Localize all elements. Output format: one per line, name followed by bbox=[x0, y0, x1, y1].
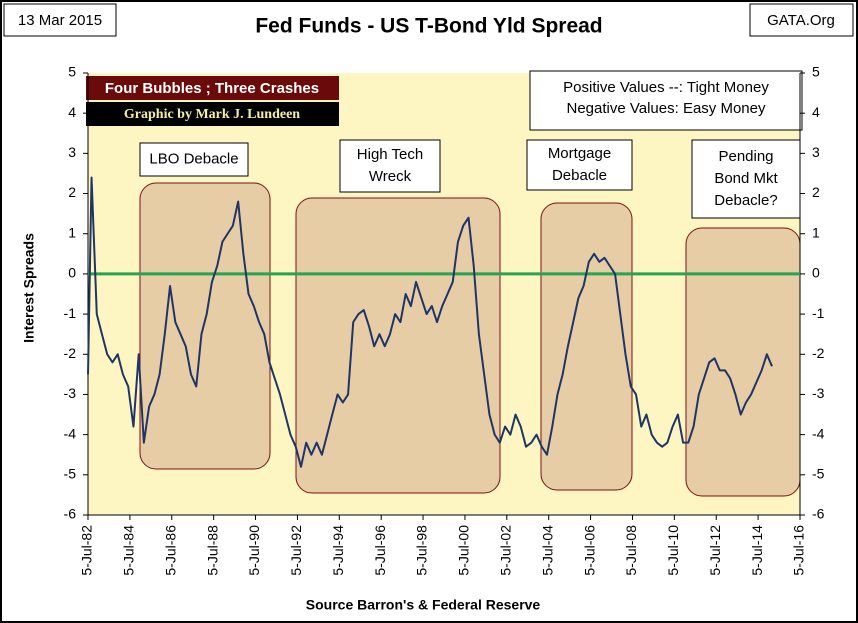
site-box bbox=[749, 3, 854, 37]
y2-tick-label: 4 bbox=[812, 104, 820, 120]
y2-tick-label: -2 bbox=[812, 345, 825, 361]
annotation-box bbox=[526, 139, 633, 191]
y2-tick-label: 2 bbox=[812, 184, 820, 200]
y2-tick-label: -5 bbox=[812, 466, 825, 482]
x-tick-label: 5-Jul-10 bbox=[665, 525, 681, 576]
annotation: High Tech bbox=[357, 146, 423, 163]
x-tick-label: 5-Jul-84 bbox=[121, 525, 137, 576]
y-tick-label: 0 bbox=[68, 265, 76, 281]
annotation-box bbox=[691, 139, 801, 219]
x-axis-label: Source Barron's & Federal Reserve bbox=[306, 597, 541, 613]
y-tick-label: -6 bbox=[64, 506, 77, 522]
note-line: Positive Values --: Tight Money bbox=[563, 79, 769, 96]
note-box bbox=[529, 70, 803, 131]
annotation: Debacle bbox=[552, 167, 607, 184]
y-tick-label: -1 bbox=[64, 305, 77, 321]
annotation: LBO Debacle bbox=[149, 150, 238, 167]
annotation: Bond Mkt bbox=[714, 170, 778, 187]
y2-tick-label: -3 bbox=[812, 385, 825, 401]
x-tick-label: 5-Jul-94 bbox=[330, 525, 346, 576]
annotation: Debacle? bbox=[714, 192, 777, 209]
y-tick-label: -4 bbox=[64, 425, 77, 441]
y-tick-label: 3 bbox=[68, 144, 76, 160]
y2-tick-label: -6 bbox=[812, 506, 825, 522]
y-tick-label: 2 bbox=[68, 184, 76, 200]
y2-tick-label: -1 bbox=[812, 305, 825, 321]
data-line bbox=[87, 176, 773, 468]
y2-tick-label: 1 bbox=[812, 224, 820, 240]
y2-tick-label: 0 bbox=[812, 265, 820, 281]
y2-tick-label: 3 bbox=[812, 144, 820, 160]
x-tick-label: 5-Jul-82 bbox=[79, 525, 95, 576]
site-label: GATA.Org bbox=[767, 12, 835, 29]
y-tick-label: 4 bbox=[68, 104, 76, 120]
x-tick-label: 5-Jul-00 bbox=[456, 525, 472, 576]
x-tick-label: 5-Jul-90 bbox=[246, 525, 262, 576]
note-line: Negative Values: Easy Money bbox=[567, 100, 766, 117]
annotation: Pending bbox=[718, 148, 773, 165]
chart-title: Fed Funds - US T-Bond Yld Spread bbox=[255, 15, 602, 38]
annotation: Wreck bbox=[369, 168, 412, 185]
credit-box bbox=[86, 102, 339, 126]
y-tick-label: 5 bbox=[68, 64, 76, 80]
annotation-box bbox=[339, 139, 441, 193]
x-tick-label: 5-Jul-02 bbox=[498, 525, 514, 576]
bubble-box bbox=[540, 202, 633, 491]
x-tick-label: 5-Jul-12 bbox=[707, 525, 723, 576]
y-axis-label: Interest Spreads bbox=[21, 233, 37, 343]
x-tick-label: 5-Jul-08 bbox=[623, 525, 639, 576]
annotation-box bbox=[139, 142, 249, 177]
banner: Four Bubbles ; Three Crashes bbox=[105, 80, 319, 97]
y-tick-label: -5 bbox=[64, 466, 77, 482]
y2-tick-label: 5 bbox=[812, 64, 820, 80]
y-tick-label: 1 bbox=[68, 224, 76, 240]
banner-box bbox=[86, 76, 339, 100]
credit: Graphic by Mark J. Lundeen bbox=[124, 107, 300, 122]
x-tick-label: 5-Jul-86 bbox=[162, 525, 178, 576]
bubble-box bbox=[685, 227, 801, 497]
x-tick-label: 5-Jul-06 bbox=[581, 525, 597, 576]
date-box bbox=[3, 3, 117, 37]
bubble-box bbox=[139, 182, 271, 470]
x-tick-label: 5-Jul-96 bbox=[372, 525, 388, 576]
x-tick-label: 5-Jul-04 bbox=[539, 525, 555, 576]
y-tick-label: -2 bbox=[64, 345, 77, 361]
x-tick-label: 5-Jul-98 bbox=[414, 525, 430, 576]
x-tick-label: 5-Jul-92 bbox=[288, 525, 304, 576]
y-tick-label: -3 bbox=[64, 385, 77, 401]
bubble-box bbox=[295, 197, 501, 494]
y2-tick-label: -4 bbox=[812, 425, 825, 441]
x-tick-label: 5-Jul-88 bbox=[204, 525, 220, 576]
x-tick-label: 5-Jul-16 bbox=[791, 525, 807, 576]
date-label: 13 Mar 2015 bbox=[18, 12, 102, 29]
x-tick-label: 5-Jul-14 bbox=[749, 525, 765, 576]
annotation: Mortgage bbox=[548, 145, 611, 162]
